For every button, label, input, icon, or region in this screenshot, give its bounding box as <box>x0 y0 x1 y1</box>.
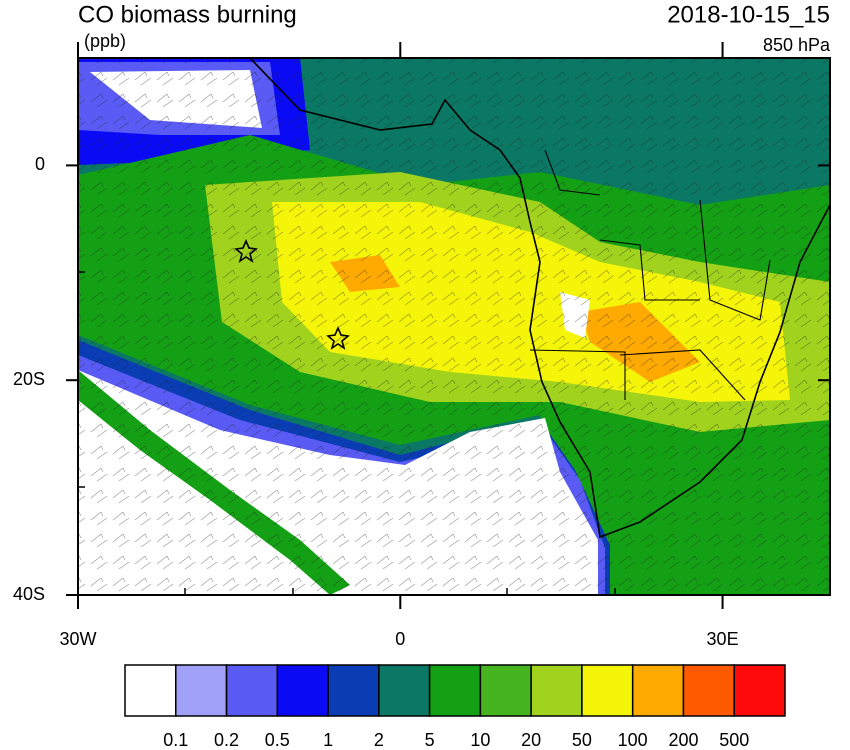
lon-label: 0 <box>395 629 405 649</box>
colorbar-swatch <box>631 664 685 717</box>
lon-label: 30W <box>59 629 96 649</box>
minor-ticks <box>78 271 616 595</box>
colorbar-swatch <box>327 664 380 717</box>
colorbar-label: 10 <box>470 730 490 750</box>
colorbar-label: 0.1 <box>163 730 188 750</box>
colorbar-label: 5 <box>425 730 435 750</box>
colorbar: 0.1 0.2 0.5 1 2 5 10 20 50 100 200 500 <box>124 664 786 750</box>
colorbar-label: 500 <box>719 730 749 750</box>
title: CO biomass burning <box>78 1 297 28</box>
units: (ppb) <box>84 31 126 51</box>
colorbar-swatch <box>276 664 329 717</box>
colorbar-label: 50 <box>572 730 592 750</box>
site-marker <box>326 325 350 350</box>
lat-label: 0 <box>35 154 45 174</box>
borders <box>529 149 771 401</box>
colorbar-label: 0.2 <box>214 730 239 750</box>
site-marker <box>234 238 258 263</box>
map-frame <box>77 57 831 596</box>
lat-label: 20S <box>13 369 45 389</box>
colorbar-swatch <box>733 664 786 717</box>
colorbar-swatch <box>530 664 583 717</box>
wind-barbs <box>78 58 830 595</box>
colorbar-swatch <box>581 664 634 717</box>
coastline <box>249 58 830 539</box>
colorbar-swatch <box>124 664 177 717</box>
valid-time: 2018-10-15_15 <box>667 1 830 28</box>
colorbar-label: 2 <box>374 730 384 750</box>
colorbar-label: 0.5 <box>265 730 290 750</box>
colorbar-swatch <box>225 664 279 717</box>
overlay <box>78 58 830 595</box>
colorbar-label: 200 <box>668 730 698 750</box>
colorbar-label: 1 <box>323 730 333 750</box>
colorbar-swatch <box>479 664 532 717</box>
colorbar-label: 20 <box>521 730 541 750</box>
colorbar-swatch <box>378 664 431 717</box>
colorbar-swatch <box>428 664 482 717</box>
colorbar-swatch <box>175 664 228 717</box>
colorbar-label: 100 <box>618 730 648 750</box>
lat-label: 40S <box>13 584 45 604</box>
colorbar-swatch <box>682 664 735 717</box>
lon-label: 30E <box>707 629 739 649</box>
pressure-level: 850 hPa <box>763 35 831 55</box>
